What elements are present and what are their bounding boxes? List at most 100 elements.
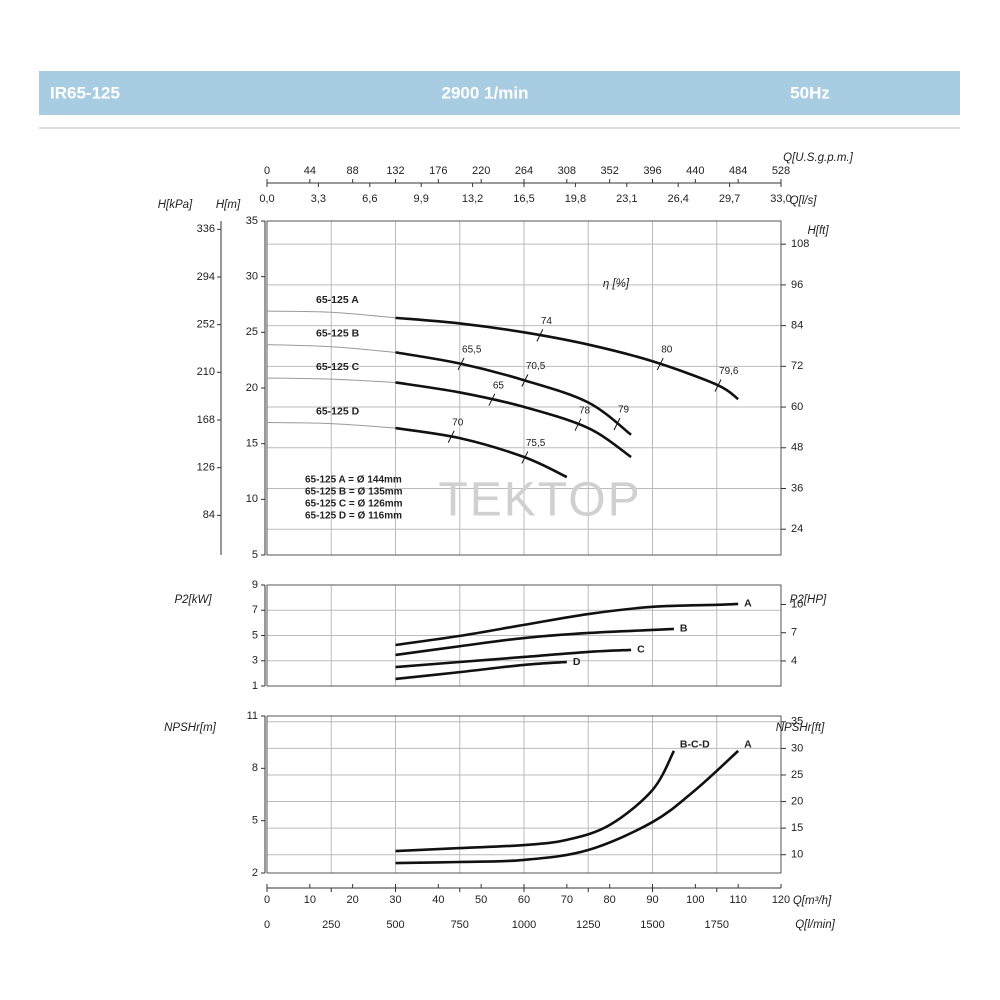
- efficiency-mark: [447, 430, 455, 443]
- y-tick-label: 1: [252, 680, 258, 692]
- y-tick-label: 25: [246, 326, 258, 338]
- efficiency-label: 75,5: [526, 438, 546, 449]
- y2-tick-label: 10: [791, 849, 803, 861]
- header-bar: [39, 71, 960, 115]
- frequency: 50Hz: [790, 83, 830, 102]
- y-axis-label: P2[kW]: [174, 594, 212, 606]
- x2-tick-label: 1750: [705, 919, 729, 931]
- x2-tick-label: 1000: [512, 919, 536, 931]
- efficiency-label: 65,5: [462, 344, 482, 355]
- y-tick-label: 8: [252, 762, 258, 774]
- curve: [395, 648, 632, 669]
- x2-tick-label: 1500: [640, 919, 664, 931]
- y3-tick-label: 252: [197, 319, 215, 331]
- x-top-tick-label: 484: [729, 165, 747, 177]
- curve: [395, 627, 674, 657]
- efficiency-label: 74: [541, 316, 553, 327]
- x-tick-label: 80: [604, 894, 616, 906]
- diameter-note: 65-125 A = Ø 144mm: [305, 475, 402, 486]
- x-top-tick-label: 132: [386, 165, 404, 177]
- x-top-tick-label: 44: [304, 165, 316, 177]
- curve: [395, 660, 567, 681]
- y2-tick-label: 36: [791, 482, 803, 494]
- y-axis-label: NPSHr[m]: [164, 722, 217, 734]
- efficiency-label: 79: [618, 405, 630, 416]
- efficiency-label: 70,5: [526, 361, 546, 372]
- y3-tick-label: 168: [197, 414, 215, 426]
- y2-tick-label: 96: [791, 279, 803, 291]
- efficiency-mark: [613, 417, 621, 431]
- y2-tick-label: 24: [791, 523, 803, 535]
- curve-label: 65-125 A: [316, 294, 359, 306]
- curve-label: 65-125 C: [316, 361, 360, 373]
- y2-tick-label: 15: [791, 822, 803, 834]
- y3-tick-label: 210: [197, 366, 215, 378]
- efficiency-label: 65: [493, 380, 505, 391]
- y-tick-label: 35: [246, 215, 258, 227]
- x-tick-label: 0: [264, 894, 270, 906]
- x-top-tick-label: 26,4: [667, 193, 688, 205]
- x-top-tick-label: 16,5: [513, 193, 534, 205]
- x-tick-label: 40: [432, 894, 444, 906]
- y-tick-label: 5: [252, 549, 258, 561]
- y-tick-label: 3: [252, 655, 258, 667]
- watermark: TEKTOP: [438, 474, 641, 527]
- x-top-axis-label: Q[l/s]: [790, 195, 818, 207]
- y2-tick-label: 60: [791, 401, 803, 413]
- x-top-tick-label: 308: [558, 165, 576, 177]
- x-top-tick-label: 176: [429, 165, 447, 177]
- x-tick-label: 90: [646, 894, 658, 906]
- x-tick-label: 50: [475, 894, 487, 906]
- x-tick-label: 120: [772, 894, 790, 906]
- efficiency-mark: [536, 329, 544, 342]
- y-tick-label: 5: [252, 815, 258, 827]
- curve: [395, 381, 632, 459]
- y-tick-label: 15: [246, 438, 258, 450]
- x-top-tick-label: 0,0: [259, 193, 274, 205]
- y2-tick-label: 25: [791, 769, 803, 781]
- efficiency-label: 80: [661, 345, 673, 356]
- x-top-tick-label: 220: [472, 165, 490, 177]
- x-top-tick-label: 3,3: [311, 193, 326, 205]
- speed: 2900 1/min: [442, 83, 529, 102]
- x-tick-label: 110: [729, 894, 747, 906]
- diameter-note: 65-125 D = Ø 116mm: [305, 511, 402, 522]
- y2-tick-label: 48: [791, 442, 803, 454]
- y-tick-label: 5: [252, 629, 258, 641]
- x2-tick-label: 750: [451, 919, 469, 931]
- x-top-tick-label: 13,2: [462, 193, 483, 205]
- curve-label: C: [637, 644, 645, 656]
- curve-thin: [266, 344, 396, 353]
- curve: [395, 750, 676, 853]
- y-tick-label: 11: [247, 710, 258, 722]
- curve-label: 65-125 D: [316, 405, 360, 417]
- plot-frame: [266, 584, 782, 687]
- y3-tick-label: 336: [197, 223, 215, 235]
- curve: [395, 426, 568, 479]
- plot-frame: [266, 715, 782, 874]
- diameter-note: 65-125 C = Ø 126mm: [305, 499, 403, 510]
- x2-axis-label: Q[l/min]: [795, 919, 835, 931]
- x2-tick-label: 0: [264, 919, 270, 931]
- curve-label: 65-125 B: [316, 327, 360, 339]
- curve-label: A: [744, 739, 752, 751]
- x-top-tick-label: 6,6: [362, 193, 377, 205]
- x-top-tick-label: 23,1: [616, 193, 637, 205]
- y2-axis-label: NPSHr[ft]: [776, 722, 825, 734]
- y-tick-label: 30: [246, 271, 258, 283]
- y2-tick-label: 108: [791, 238, 809, 250]
- y-tick-label: 9: [252, 579, 258, 591]
- y2-axis-label: H[ft]: [807, 225, 829, 237]
- y-tick-label: 2: [252, 867, 258, 879]
- curve: [395, 749, 740, 865]
- y-tick-label: 7: [252, 604, 258, 616]
- y2-axis-label: P2[HP]: [790, 594, 827, 606]
- curve: [395, 316, 739, 401]
- x-top-tick-label: 264: [515, 165, 533, 177]
- efficiency-mark: [714, 379, 722, 392]
- x-top-tick-label: 9,9: [414, 193, 429, 205]
- y2-tick-label: 35: [791, 716, 803, 728]
- efficiency-mark: [521, 451, 529, 464]
- y3-axis-label: H[kPa]: [158, 199, 193, 211]
- efficiency-mark: [521, 374, 529, 387]
